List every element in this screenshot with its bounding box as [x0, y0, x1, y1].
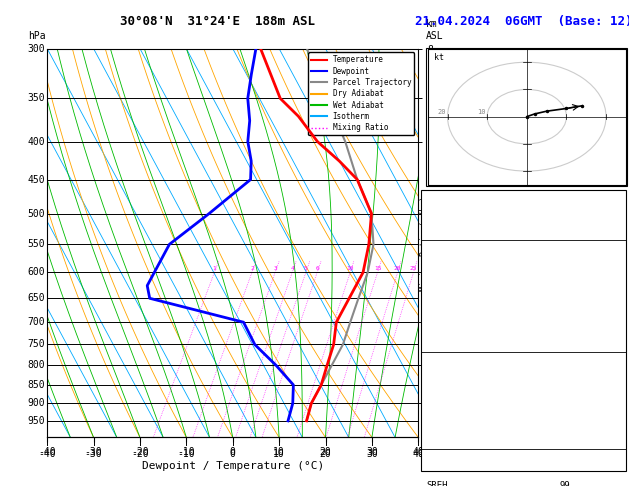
Text: 4: 4	[291, 266, 294, 271]
Text: km
ASL: km ASL	[426, 19, 443, 41]
Text: 950: 950	[28, 416, 45, 426]
Text: © weatheronline.co.uk: © weatheronline.co.uk	[471, 460, 576, 469]
Text: Totals Totals: Totals Totals	[426, 208, 496, 217]
Text: 0: 0	[560, 336, 565, 346]
Text: 3: 3	[273, 266, 277, 271]
Text: 400: 400	[28, 137, 45, 146]
Text: 40: 40	[413, 449, 424, 459]
Text: 6: 6	[315, 266, 319, 271]
Text: θᵉ (K): θᵉ (K)	[426, 384, 459, 394]
Text: θᵉ(K): θᵉ(K)	[426, 288, 454, 297]
Text: CAPE (J): CAPE (J)	[426, 320, 469, 330]
Legend: Temperature, Dewpoint, Parcel Trajectory, Dry Adiabat, Wet Adiabat, Isotherm, Mi: Temperature, Dewpoint, Parcel Trajectory…	[308, 52, 415, 135]
Text: kt: kt	[433, 52, 443, 62]
Text: 10: 10	[477, 109, 485, 115]
Text: 5: 5	[560, 400, 565, 410]
Text: -30: -30	[85, 449, 103, 459]
Text: 30: 30	[366, 447, 378, 457]
Text: 0: 0	[560, 417, 565, 426]
Text: CIN (J): CIN (J)	[426, 433, 464, 442]
Text: PW (cm): PW (cm)	[426, 224, 464, 233]
Text: 99: 99	[560, 481, 571, 486]
Text: EH: EH	[426, 465, 437, 474]
Text: 20: 20	[320, 447, 331, 457]
Text: -10: -10	[177, 449, 195, 459]
Text: Temp (°C): Temp (°C)	[426, 256, 475, 265]
Text: CIN (J): CIN (J)	[426, 336, 464, 346]
Text: -10: -10	[177, 447, 195, 457]
Text: 750: 750	[28, 340, 45, 349]
Text: Lifted Index: Lifted Index	[426, 400, 491, 410]
Text: 14.9: 14.9	[560, 256, 581, 265]
Text: SREH: SREH	[426, 481, 448, 486]
Text: -20: -20	[131, 447, 149, 457]
Text: Mixing Ratio (g/kg): Mixing Ratio (g/kg)	[420, 195, 429, 291]
Text: Pressure (mb): Pressure (mb)	[426, 368, 496, 378]
Text: 350: 350	[28, 93, 45, 104]
Text: 30: 30	[366, 449, 378, 459]
Text: 10: 10	[347, 266, 354, 271]
Text: -40: -40	[38, 447, 56, 457]
Text: 2: 2	[250, 266, 253, 271]
Text: 500: 500	[28, 208, 45, 219]
Text: 12.2: 12.2	[560, 272, 581, 281]
Text: 7: 7	[560, 304, 565, 313]
Text: 0: 0	[560, 433, 565, 442]
Text: 20: 20	[394, 266, 401, 271]
Text: 319: 319	[560, 384, 576, 394]
Text: 0: 0	[560, 320, 565, 330]
Text: 44: 44	[560, 208, 571, 217]
Text: \\\: \\\	[425, 380, 442, 390]
Text: Dewpoint / Temperature (°C): Dewpoint / Temperature (°C)	[142, 461, 324, 471]
Text: \\\: \\\	[425, 317, 442, 327]
Text: 550: 550	[28, 239, 45, 249]
Text: 800: 800	[28, 360, 45, 370]
Text: 21.04.2024  06GMT  (Base: 12): 21.04.2024 06GMT (Base: 12)	[415, 15, 629, 28]
Text: 900: 900	[28, 399, 45, 408]
Text: 22: 22	[560, 192, 571, 201]
Text: 1: 1	[213, 266, 216, 271]
Text: -49: -49	[560, 465, 576, 474]
Text: 30°08'N  31°24'E  188m ASL: 30°08'N 31°24'E 188m ASL	[120, 15, 314, 28]
Text: 0: 0	[230, 447, 236, 457]
Text: 15: 15	[374, 266, 381, 271]
Text: 300: 300	[28, 44, 45, 53]
Text: LCL: LCL	[426, 418, 443, 429]
Text: -30: -30	[85, 447, 103, 457]
Text: 314: 314	[560, 288, 576, 297]
Text: Hodograph: Hodograph	[499, 449, 548, 458]
Text: K: K	[426, 192, 432, 201]
Text: 10: 10	[273, 447, 285, 457]
Text: 10: 10	[273, 449, 285, 459]
Text: 1.81: 1.81	[560, 224, 581, 233]
Text: 20: 20	[437, 109, 445, 115]
Text: Surface: Surface	[505, 240, 542, 249]
Text: 0: 0	[230, 449, 236, 459]
Text: CAPE (J): CAPE (J)	[426, 417, 469, 426]
Text: \\\: \\\	[425, 208, 442, 219]
Text: hPa: hPa	[28, 31, 45, 41]
Text: \\\: \\\	[425, 416, 442, 426]
Text: 700: 700	[28, 317, 45, 327]
Text: Dewp (°C): Dewp (°C)	[426, 272, 475, 281]
Text: 450: 450	[28, 174, 45, 185]
Text: -20: -20	[131, 449, 149, 459]
Text: 20: 20	[320, 449, 331, 459]
Text: 850: 850	[560, 368, 576, 378]
Text: -40: -40	[38, 449, 56, 459]
Text: Most Unstable: Most Unstable	[489, 352, 559, 362]
Text: 850: 850	[28, 380, 45, 390]
Text: Lifted Index: Lifted Index	[426, 304, 491, 313]
Text: 25: 25	[409, 266, 417, 271]
Text: 650: 650	[28, 293, 45, 303]
Text: 600: 600	[28, 267, 45, 278]
Text: 40: 40	[413, 447, 424, 457]
Text: 5: 5	[304, 266, 308, 271]
